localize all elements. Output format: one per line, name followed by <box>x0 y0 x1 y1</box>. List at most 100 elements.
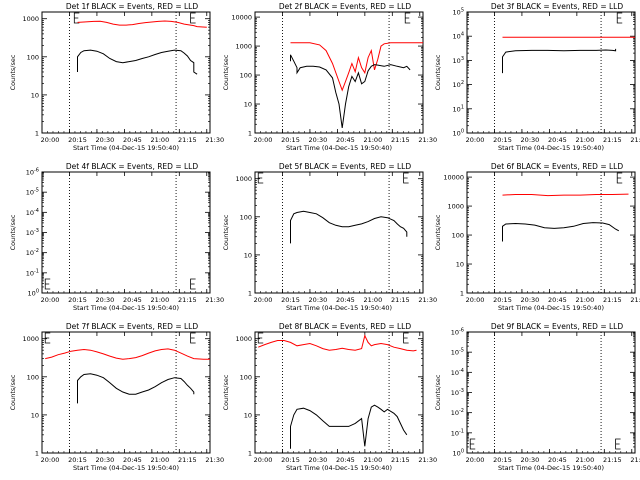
x-tick-label: 21:30 <box>630 456 640 464</box>
plot-frame <box>466 11 636 134</box>
e-marker <box>257 172 264 184</box>
x-tick-label: 20:45 <box>123 296 142 304</box>
y-tick-label: 1000 <box>235 335 252 343</box>
panel-5: Det 5f BLACK = Events, RED = LLD 1 10 100 10… <box>222 162 437 312</box>
x-axis-label: Start Time (04-Dec-15 19:50:40) <box>286 144 392 152</box>
panel-6: Det 6f BLACK = Events, RED = LLD 1 10 100 10… <box>434 162 640 312</box>
y-tick-label: 10 <box>244 251 252 259</box>
y-tick-label: 101 <box>453 104 464 113</box>
x-tick-label: 20:00 <box>41 136 60 144</box>
events-series-line <box>290 404 408 449</box>
e-marker <box>257 332 264 344</box>
y-tick-label: 10 <box>244 101 252 109</box>
panel-8: Det 8f BLACK = Events, RED = LLD 1 10 100 10… <box>222 322 437 472</box>
y-tick-label: 100 <box>453 129 464 138</box>
x-tick-label: 21:15 <box>391 456 410 464</box>
y-tick-label: 1 <box>248 290 252 298</box>
plot-frame <box>254 171 424 294</box>
e-marker <box>44 278 51 290</box>
y-tick-label: 10 <box>31 411 39 419</box>
x-tick-label: 21:00 <box>575 296 594 304</box>
y-axis-label: Counts/sec <box>222 374 230 410</box>
y-tick-label: 100 <box>27 373 39 381</box>
x-tick-label: 21:00 <box>150 136 169 144</box>
y-tick-label: 10-5 <box>451 348 464 357</box>
y-tick-exponent: 5 <box>461 8 464 14</box>
y-tick-label: 1 <box>248 450 252 458</box>
lld-series-line <box>258 334 417 352</box>
e-marker <box>403 172 409 184</box>
x-tick-label: 21:15 <box>603 456 622 464</box>
y-axis-label: Counts/sec <box>222 54 230 90</box>
y-tick-exponent: -3 <box>34 228 39 234</box>
y-tick-label: 103 <box>453 56 464 65</box>
y-tick-label: 100 <box>28 289 39 298</box>
plot-frame <box>254 331 424 454</box>
x-tick-label: 20:15 <box>68 136 87 144</box>
panel-title: Det 4f BLACK = Events, RED = LLD <box>66 162 199 171</box>
y-tick-label: 100 <box>27 53 39 61</box>
plot-frame <box>466 331 636 454</box>
x-tick-label: 20:00 <box>254 136 273 144</box>
y-tick-label: 10-4 <box>451 368 464 377</box>
y-tick-label: 104 <box>453 32 464 41</box>
x-tick-label: 20:15 <box>281 136 300 144</box>
x-tick-label: 21:00 <box>575 136 594 144</box>
x-axis-label: Start Time (04-Dec-15 19:50:40) <box>286 304 392 312</box>
panel-title: Det 1f BLACK = Events, RED = LLD <box>66 2 199 11</box>
plot-frame <box>41 11 211 134</box>
e-marker <box>190 12 196 24</box>
x-tick-label: 21:00 <box>363 296 382 304</box>
y-tick-label: 1 <box>35 450 39 458</box>
plot-frame <box>41 331 211 454</box>
x-tick-label: 20:15 <box>493 136 512 144</box>
x-axis-label: Start Time (04-Dec-15 19:50:40) <box>73 304 179 312</box>
x-axis-label: Start Time (04-Dec-15 19:50:40) <box>498 304 604 312</box>
y-tick-exponent: -3 <box>459 388 464 394</box>
x-tick-label: 21:15 <box>391 136 410 144</box>
x-tick-label: 21:30 <box>205 456 224 464</box>
panel-title: Det 3f BLACK = Events, RED = LLD <box>491 2 624 11</box>
x-tick-label: 20:30 <box>521 456 540 464</box>
y-tick-label: 10-1 <box>26 268 39 277</box>
x-tick-label: 20:00 <box>254 456 273 464</box>
panel-1: Det 1f BLACK = Events, RED = LLD 1 10 100 10… <box>9 2 224 152</box>
y-tick-label: 10-2 <box>26 248 39 257</box>
events-series-line <box>77 49 198 75</box>
y-tick-label: 10-3 <box>451 388 464 397</box>
y-tick-label: 102 <box>453 80 464 89</box>
events-series-line <box>502 222 620 242</box>
x-tick-label: 20:00 <box>41 456 60 464</box>
x-tick-label: 20:45 <box>548 136 567 144</box>
x-tick-label: 20:00 <box>466 296 485 304</box>
y-tick-exponent: 1 <box>461 104 464 110</box>
panel-4: Det 4f BLACK = Events, RED = LLD 100 10-1 1… <box>9 162 224 312</box>
e-marker <box>73 12 80 24</box>
y-tick-label: 1000 <box>22 15 39 23</box>
lld-series-line <box>45 348 210 360</box>
x-tick-label: 21:15 <box>178 136 197 144</box>
y-tick-exponent: -6 <box>459 328 464 334</box>
e-marker <box>44 332 51 344</box>
x-tick-label: 20:45 <box>336 456 355 464</box>
lld-series-line <box>290 42 423 92</box>
x-tick-label: 20:15 <box>68 296 87 304</box>
events-series-line <box>502 48 617 74</box>
x-tick-label: 20:15 <box>281 296 300 304</box>
y-tick-label: 10000 <box>231 14 252 22</box>
y-tick-label: 10-3 <box>26 228 39 237</box>
x-tick-label: 21:00 <box>150 456 169 464</box>
panel-7: Det 7f BLACK = Events, RED = LLD 1 10 100 10… <box>9 322 224 472</box>
x-axis-label: Start Time (04-Dec-15 19:50:40) <box>498 144 604 152</box>
y-tick-exponent: -4 <box>34 208 39 214</box>
x-tick-label: 21:30 <box>418 136 437 144</box>
y-tick-exponent: 0 <box>36 289 39 295</box>
x-axis-label: Start Time (04-Dec-15 19:50:40) <box>73 464 179 472</box>
y-tick-label: 10 <box>31 91 39 99</box>
y-tick-label: 10-4 <box>26 208 39 217</box>
x-tick-label: 20:15 <box>493 456 512 464</box>
y-axis-label: Counts/sec <box>434 214 442 250</box>
panel-title: Det 7f BLACK = Events, RED = LLD <box>66 322 199 331</box>
e-marker <box>190 278 196 290</box>
